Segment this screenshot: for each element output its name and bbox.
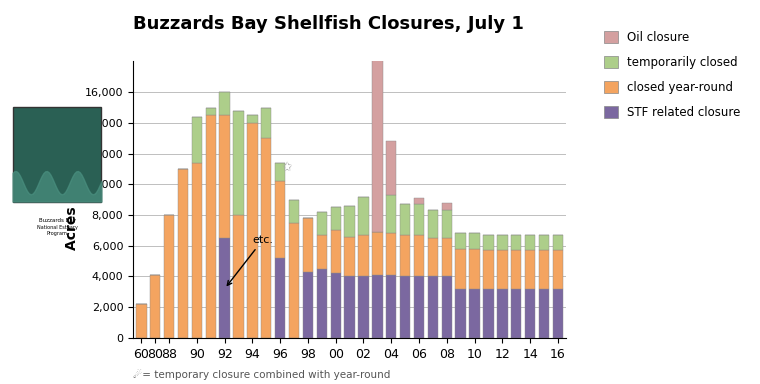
Bar <box>302 272 313 338</box>
Bar <box>400 235 410 276</box>
Bar <box>344 206 355 237</box>
Bar <box>178 169 188 338</box>
Bar <box>483 235 494 250</box>
Bar <box>331 207 341 230</box>
Bar <box>497 289 508 338</box>
Bar <box>386 195 397 233</box>
Bar <box>483 289 494 338</box>
Bar <box>317 212 327 235</box>
Bar <box>386 141 397 195</box>
Bar <box>247 123 258 338</box>
Bar <box>358 197 369 235</box>
Bar <box>302 218 313 272</box>
Bar <box>442 203 452 210</box>
Bar <box>413 198 424 204</box>
Bar <box>511 235 521 250</box>
Bar <box>261 138 271 338</box>
Legend: Oil closure, temporarily closed, closed year-round, STF related closure: Oil closure, temporarily closed, closed … <box>597 25 746 124</box>
Text: Buzzards Bay Shellfish Closures, July 1: Buzzards Bay Shellfish Closures, July 1 <box>133 15 524 33</box>
Bar <box>233 215 244 338</box>
Bar <box>511 289 521 338</box>
Bar <box>483 250 494 289</box>
Bar <box>400 204 410 235</box>
Bar <box>220 115 230 238</box>
Bar <box>525 250 535 289</box>
Bar <box>413 204 424 235</box>
Bar <box>289 200 299 223</box>
Bar <box>428 210 438 238</box>
Bar <box>455 289 466 338</box>
Bar <box>192 117 202 163</box>
Bar <box>275 258 286 338</box>
Bar <box>400 276 410 338</box>
Text: etc.: etc. <box>227 235 274 285</box>
Bar <box>442 238 452 276</box>
Bar <box>331 273 341 338</box>
Bar <box>428 238 438 276</box>
Bar <box>261 108 271 138</box>
Bar <box>413 276 424 338</box>
Bar <box>413 235 424 276</box>
Bar <box>220 92 230 115</box>
Bar <box>289 223 299 338</box>
Bar <box>455 233 466 249</box>
Bar <box>428 276 438 338</box>
Bar <box>150 275 160 338</box>
Bar <box>344 237 355 276</box>
Bar <box>553 289 563 338</box>
Y-axis label: Acres Closed: Acres Closed <box>65 149 79 250</box>
Bar <box>442 210 452 238</box>
Bar <box>386 275 397 338</box>
Bar <box>539 250 549 289</box>
Bar <box>275 181 286 258</box>
Bar <box>205 115 216 338</box>
Bar <box>455 249 466 289</box>
Bar <box>331 230 341 273</box>
Bar <box>525 235 535 250</box>
Text: Buzzards Bay: Buzzards Bay <box>39 218 75 223</box>
Bar <box>470 289 480 338</box>
Bar <box>497 235 508 250</box>
Text: ✩: ✩ <box>282 161 293 174</box>
Bar <box>511 250 521 289</box>
Bar <box>372 0 382 232</box>
Bar <box>192 163 202 338</box>
Bar <box>553 250 563 289</box>
Bar <box>164 215 174 338</box>
FancyBboxPatch shape <box>13 107 102 202</box>
Bar <box>317 235 327 269</box>
Bar <box>525 289 535 338</box>
Bar <box>275 163 286 181</box>
Text: National Estuary
Program: National Estuary Program <box>36 225 78 236</box>
Bar <box>497 250 508 289</box>
Bar <box>233 111 244 215</box>
Bar <box>539 289 549 338</box>
Bar <box>317 269 327 338</box>
Bar <box>205 108 216 115</box>
Bar <box>386 233 397 275</box>
Bar <box>470 233 480 249</box>
Bar <box>220 238 230 338</box>
Bar <box>539 235 549 250</box>
Bar <box>470 249 480 289</box>
Bar <box>247 115 258 123</box>
Bar <box>553 235 563 250</box>
Bar <box>442 276 452 338</box>
Text: ☄= temporary closure combined with year-round: ☄= temporary closure combined with year-… <box>133 369 391 380</box>
Bar <box>358 276 369 338</box>
Bar <box>136 304 147 338</box>
Bar <box>344 276 355 338</box>
Bar <box>358 235 369 276</box>
Bar <box>372 232 382 275</box>
Bar <box>372 275 382 338</box>
